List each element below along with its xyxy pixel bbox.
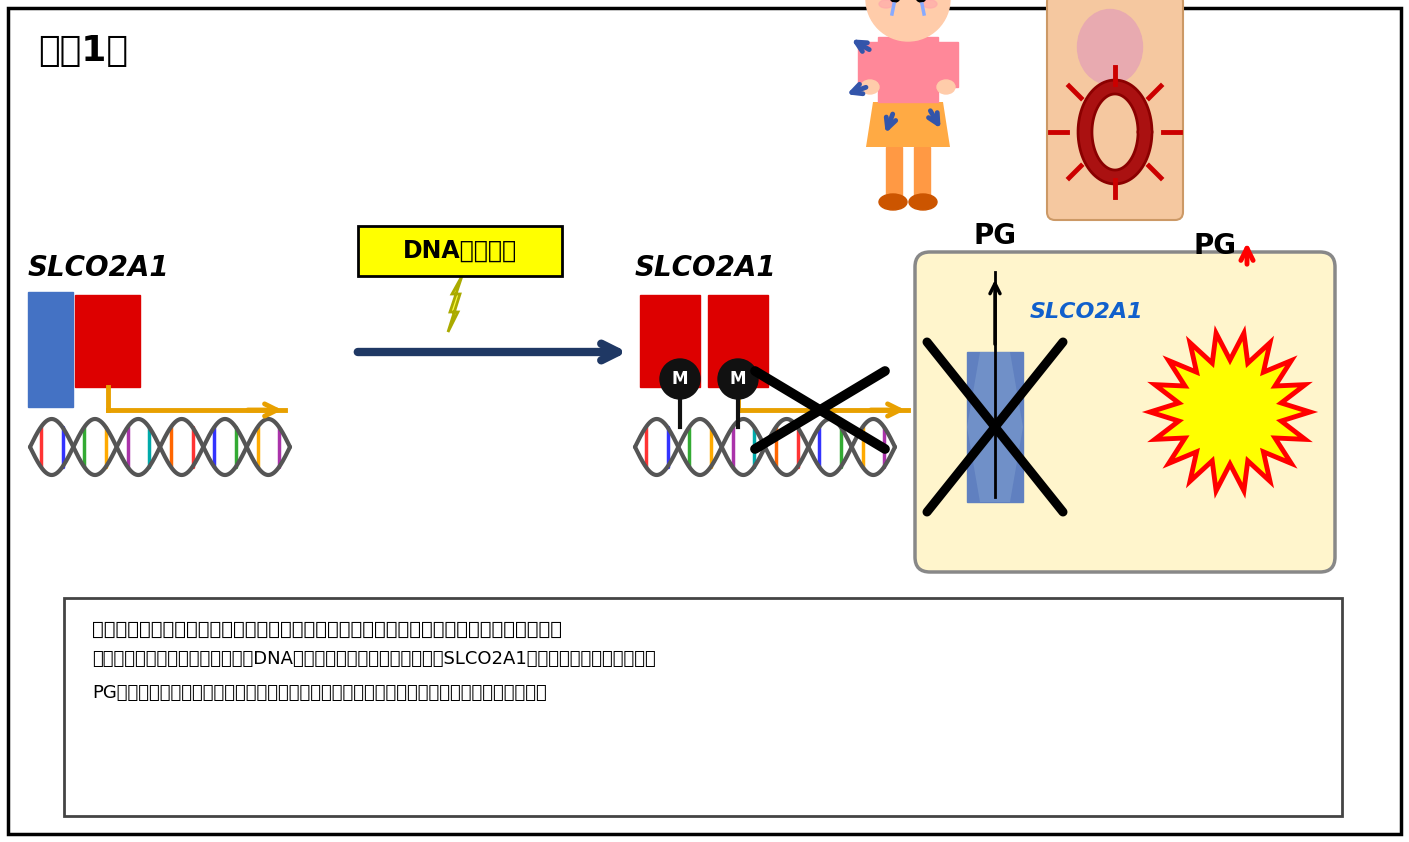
- Ellipse shape: [879, 0, 893, 8]
- Text: M: M: [672, 370, 688, 388]
- Ellipse shape: [909, 194, 937, 210]
- Bar: [898, 21, 919, 39]
- Text: 【図1】: 【図1】: [38, 34, 128, 68]
- Ellipse shape: [937, 80, 955, 94]
- Circle shape: [659, 359, 700, 399]
- Polygon shape: [967, 352, 1023, 427]
- Ellipse shape: [923, 0, 937, 8]
- Bar: [878, 37, 938, 102]
- Bar: [936, 42, 958, 87]
- Ellipse shape: [865, 0, 951, 2]
- Text: PGの取り込み活性が低下し、これが原因となって腹管粘膜に慢性的な炎症を引き起こした。: PGの取り込み活性が低下し、これが原因となって腹管粘膜に慢性的な炎症を引き起こし…: [92, 684, 547, 702]
- Polygon shape: [967, 427, 1023, 502]
- Text: PG: PG: [1193, 232, 1237, 260]
- Text: PG: PG: [974, 222, 1016, 250]
- Bar: [858, 42, 881, 87]
- Circle shape: [916, 0, 926, 2]
- Text: SLCO2A1: SLCO2A1: [28, 254, 169, 282]
- Polygon shape: [448, 276, 462, 332]
- Bar: [707, 295, 768, 387]
- Text: ・本研究で明らかになった、炎症性腸疾患発症におけるエピジェネティックなメカニズム: ・本研究で明らかになった、炎症性腸疾患発症におけるエピジェネティックなメカニズム: [92, 620, 562, 639]
- Bar: [640, 295, 700, 387]
- Text: M: M: [730, 370, 747, 388]
- Text: DNAメチル化: DNAメチル化: [403, 239, 517, 263]
- Bar: [75, 295, 139, 387]
- Bar: [914, 147, 930, 202]
- Polygon shape: [867, 102, 950, 147]
- FancyBboxPatch shape: [914, 252, 1334, 572]
- Bar: [886, 147, 902, 202]
- Polygon shape: [1150, 333, 1310, 491]
- Bar: [28, 292, 73, 407]
- Ellipse shape: [879, 194, 907, 210]
- Circle shape: [890, 0, 900, 2]
- Ellipse shape: [1078, 9, 1143, 84]
- FancyBboxPatch shape: [358, 226, 562, 276]
- Ellipse shape: [861, 80, 879, 94]
- Text: SLCO2A1: SLCO2A1: [635, 254, 776, 282]
- Text: SLCO2A1: SLCO2A1: [1030, 302, 1144, 322]
- FancyBboxPatch shape: [63, 598, 1341, 816]
- Circle shape: [719, 359, 758, 399]
- Circle shape: [867, 0, 950, 41]
- Bar: [967, 352, 1023, 502]
- FancyBboxPatch shape: [1047, 0, 1184, 220]
- Text: 局所の腹管で後天的な修飾であるDNAメチル化がおきることにより、SLCO2A1遵伝子の発現が抑制され、: 局所の腹管で後天的な修飾であるDNAメチル化がおきることにより、SLCO2A1遵…: [92, 650, 655, 668]
